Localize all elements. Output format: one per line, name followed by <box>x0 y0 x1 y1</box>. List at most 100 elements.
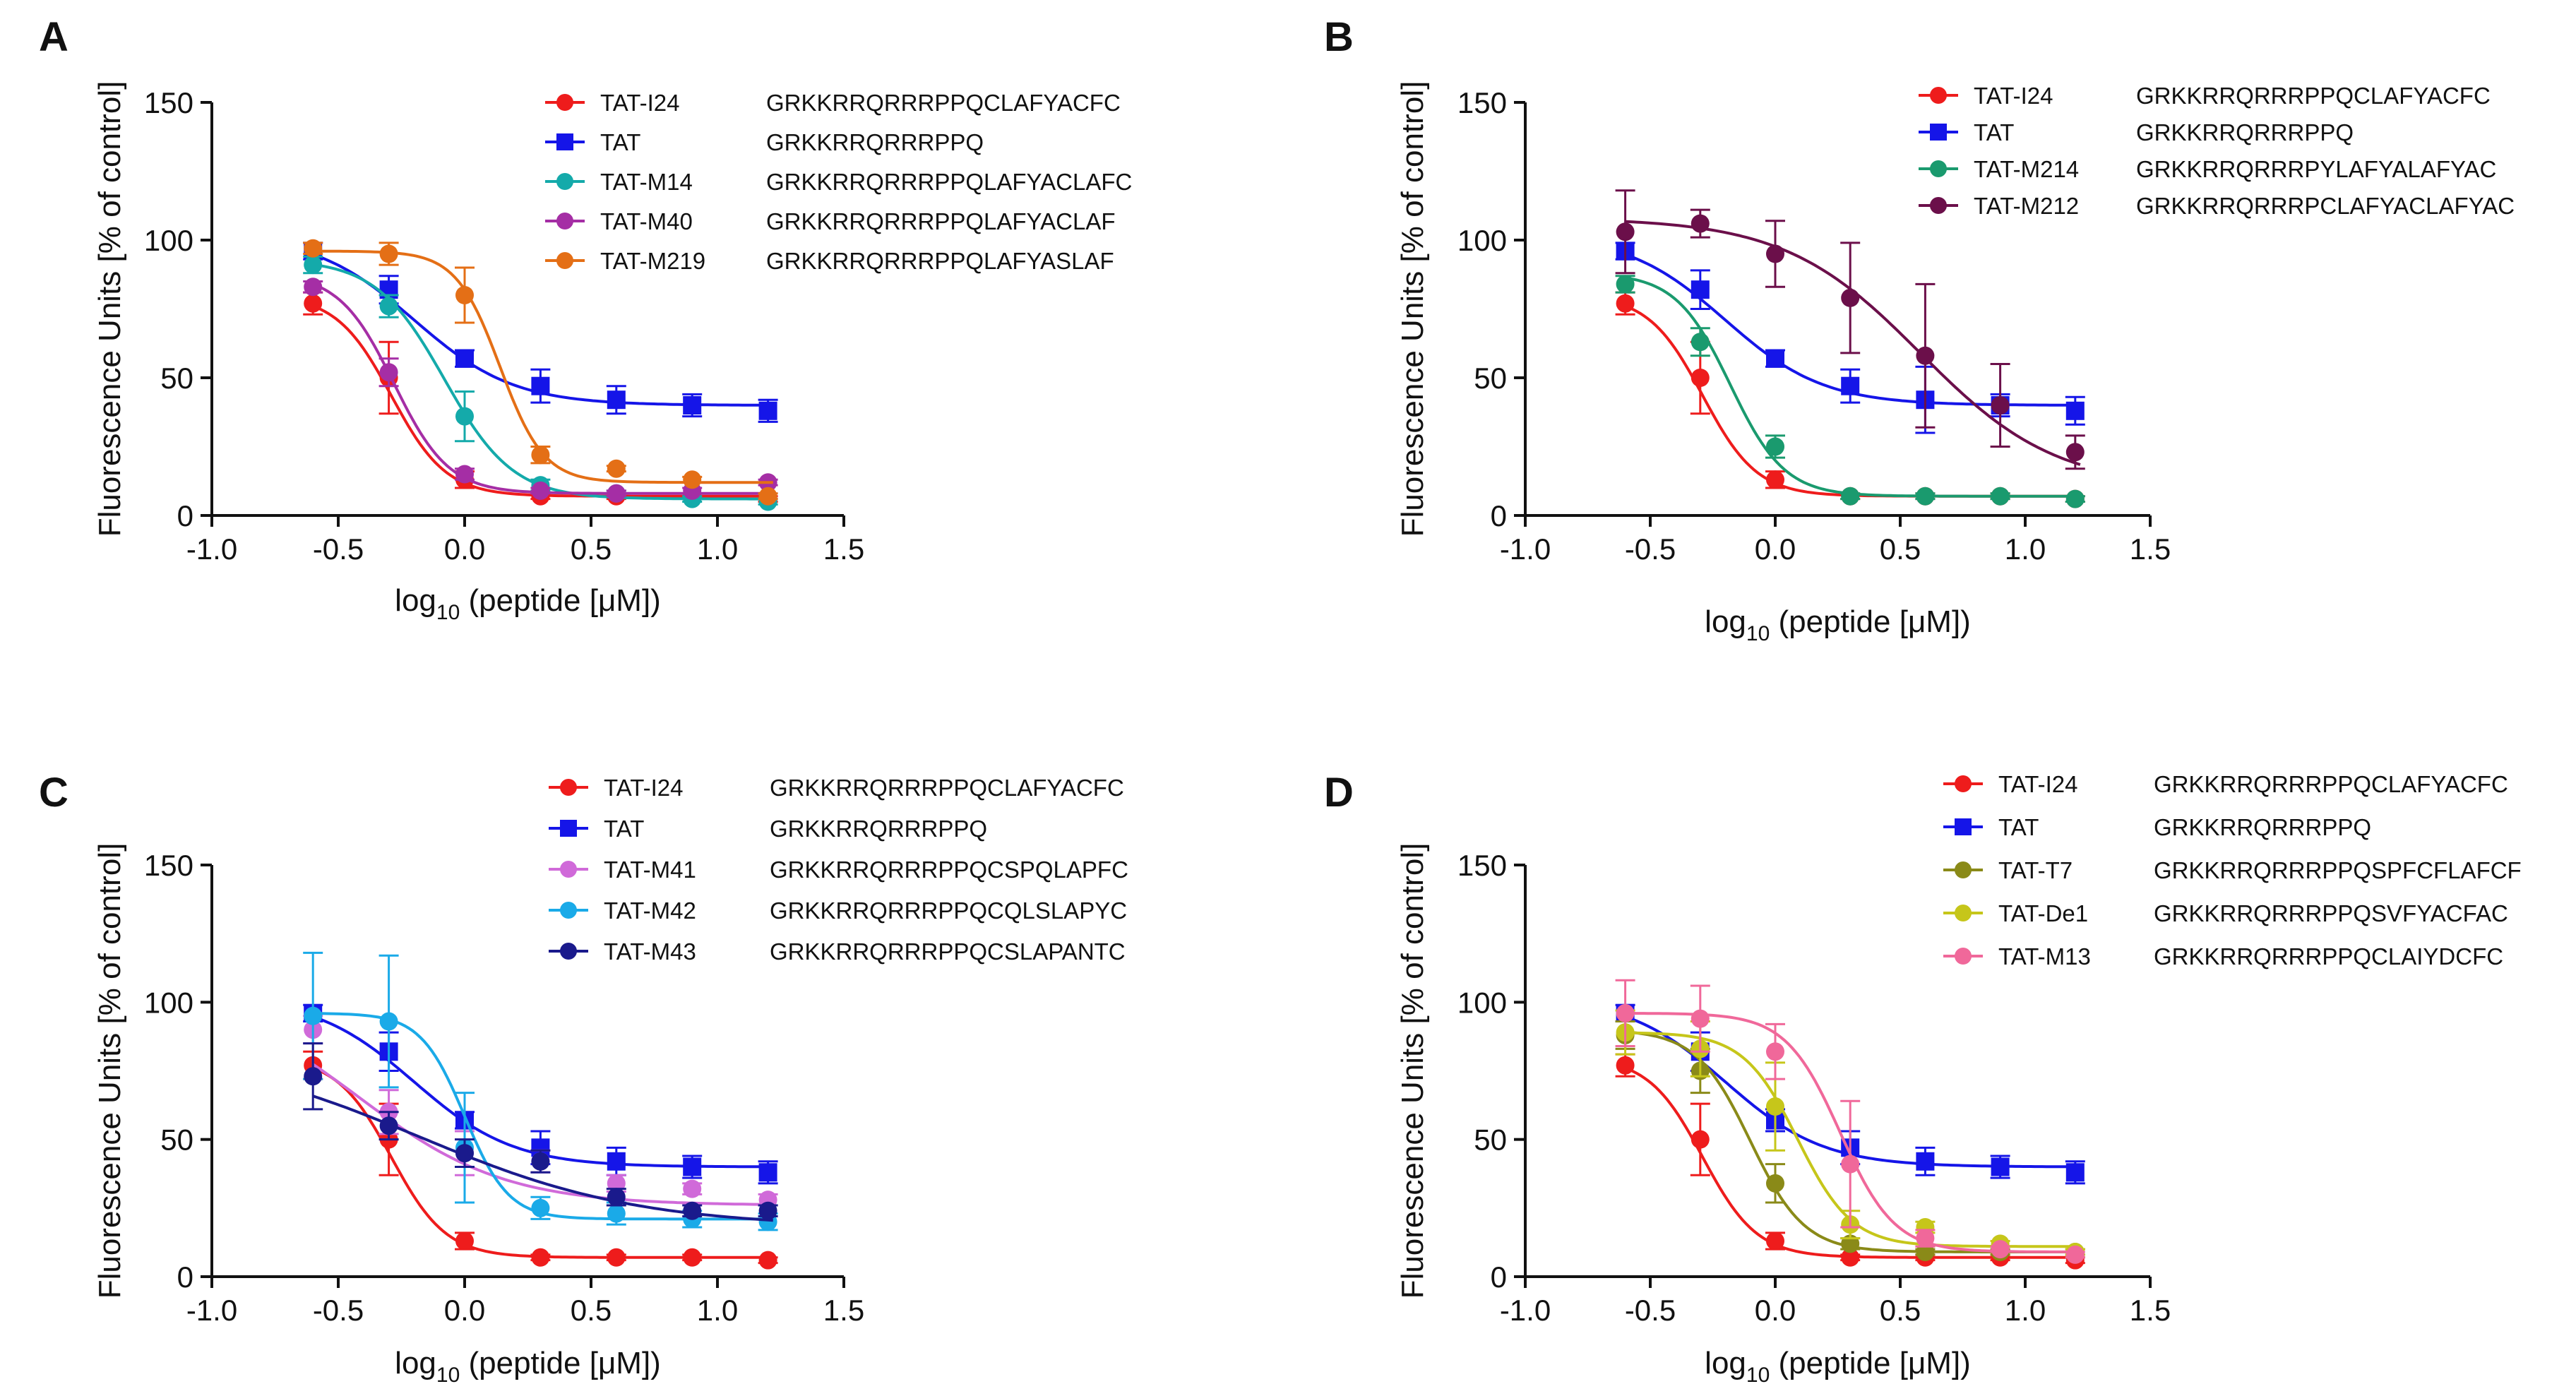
legend-label: TAT-M43 <box>604 938 696 965</box>
data-point <box>607 390 626 410</box>
x-tick-label: 1.5 <box>2130 1294 2171 1327</box>
y-tick-label: 100 <box>1457 224 1507 257</box>
data-point <box>1991 487 2010 506</box>
legend-marker <box>556 213 573 229</box>
data-point <box>1766 470 1784 489</box>
legend-marker <box>560 779 577 796</box>
data-point <box>304 1067 323 1086</box>
series-TAT-M214 <box>1615 275 2085 508</box>
x-tick-label: 0.5 <box>571 532 612 566</box>
x-axis-title: log10 (peptide [μM]) <box>395 1346 661 1387</box>
panel-letter: D <box>1324 770 1354 816</box>
legend-sequence: GRKKRRQRRRPPQCLAFYACFC <box>2154 771 2508 797</box>
x-tick-label: 0.5 <box>1880 532 1921 566</box>
series-TAT-M41 <box>303 1015 778 1210</box>
legend-label: TAT-T7 <box>1998 857 2073 883</box>
series-TAT-M43 <box>303 1042 778 1222</box>
y-tick-label: 150 <box>144 849 193 882</box>
data-point <box>455 1231 474 1251</box>
data-point <box>455 407 474 426</box>
series-TAT <box>303 241 778 423</box>
data-point <box>1916 346 1935 365</box>
data-point <box>1616 275 1635 294</box>
y-tick-label: 50 <box>1474 362 1507 395</box>
legend-marker <box>1955 775 1972 792</box>
legend-label: TAT-M42 <box>604 897 696 924</box>
data-point <box>304 256 323 275</box>
data-point <box>2065 1163 2085 1182</box>
series-TAT-M13 <box>1615 979 2085 1264</box>
x-tick-label: -0.5 <box>313 1294 364 1327</box>
data-point <box>607 459 626 478</box>
data-point <box>1616 1003 1635 1022</box>
y-tick-label: 150 <box>144 86 193 119</box>
data-point <box>1766 1231 1784 1251</box>
y-axis-title: Fluorescence Units [% of control] <box>1395 843 1430 1299</box>
legend-label: TAT-M13 <box>1998 943 2091 970</box>
y-tick-label: 50 <box>160 362 193 395</box>
legend-sequence: GRKKRRQRRRPPQCQLSLAPYC <box>770 897 1127 924</box>
data-point <box>455 465 474 484</box>
legend-marker <box>1955 861 1972 878</box>
data-point <box>455 1144 474 1163</box>
legend-sequence: GRKKRRQRRRPPQ <box>2136 119 2354 145</box>
data-point <box>607 1152 626 1171</box>
data-point <box>1616 294 1635 313</box>
legend-label: TAT-I24 <box>600 90 679 116</box>
data-point <box>607 1248 626 1267</box>
x-tick-label: 1.5 <box>823 532 864 566</box>
y-axis-title: Fluorescence Units [% of control] <box>1395 81 1430 537</box>
legend-marker <box>556 252 573 269</box>
legend-item: TAT GRKKRRQRRRPPQ <box>1919 119 2354 145</box>
panel-A: A 0 50 100 150 -1.0 -0.5 0.0 0.5 1.0 1.5 Fluorescen… <box>39 14 1132 624</box>
legend-sequence: GRKKRRQRRRPPQ <box>2154 814 2371 840</box>
legend-marker <box>1955 818 1972 835</box>
fit-curve <box>1624 304 2080 498</box>
x-axis-title: log10 (peptide [μM]) <box>395 583 661 624</box>
x-tick-label: 1.5 <box>2130 532 2171 566</box>
legend-label: TAT-I24 <box>1974 83 2053 109</box>
legend-sequence: GRKKRRQRRRPPQ <box>770 816 987 842</box>
x-tick-label: -1.0 <box>1500 532 1551 566</box>
y-tick-label: 100 <box>144 224 193 257</box>
x-tick-label: -1.0 <box>186 532 237 566</box>
data-point <box>1991 396 2010 414</box>
panel-letter: C <box>39 770 68 816</box>
data-point <box>683 1157 702 1176</box>
legend-sequence: GRKKRRQRRRPPQSVFYACFAC <box>2154 900 2508 926</box>
y-tick-label: 100 <box>1457 986 1507 1019</box>
legend-item: TAT-M14 GRKKRRQRRRPPQLAFYACLAFC <box>545 169 1132 195</box>
legend-item: TAT-M212 GRKKRRQRRRPCLAFYACLAFYAC <box>1919 193 2515 219</box>
x-tick-label: 1.0 <box>2005 1294 2046 1327</box>
data-point <box>1766 1174 1784 1193</box>
data-point <box>683 1179 702 1198</box>
legend-marker <box>1955 905 1972 921</box>
x-axis-title: log10 (peptide [μM]) <box>1705 1346 1971 1387</box>
data-point <box>304 1006 323 1025</box>
x-tick-label: 0.0 <box>1755 1294 1796 1327</box>
legend-item: TAT-T7 GRKKRRQRRRPPQSPFCFLAFCF <box>1943 857 2522 883</box>
legend-marker <box>560 820 577 837</box>
legend-marker <box>1930 124 1947 141</box>
legend-label: TAT-I24 <box>604 775 683 801</box>
legend-sequence: GRKKRRQRRRPPQLAFYACLAF <box>766 208 1115 234</box>
legend-marker <box>1930 197 1947 214</box>
series-TAT-M212 <box>1615 189 2085 470</box>
data-point <box>304 278 323 297</box>
data-point <box>607 484 626 503</box>
data-point <box>1916 1229 1935 1248</box>
legend-marker <box>556 133 573 150</box>
fit-curve <box>312 304 773 498</box>
data-point <box>758 1201 777 1220</box>
data-point <box>2065 401 2085 420</box>
legend-marker <box>560 943 577 960</box>
legend-item: TAT GRKKRRQRRRPPQ <box>549 816 987 842</box>
legend-sequence: GRKKRRQRRRPPQCLAFYACFC <box>770 775 1124 801</box>
series-TAT-M219 <box>303 239 778 506</box>
legend-marker <box>560 861 577 878</box>
data-point <box>1690 280 1710 299</box>
data-point <box>1690 214 1710 233</box>
data-point <box>304 294 323 313</box>
data-point <box>1991 1157 2010 1176</box>
legend-marker <box>556 94 573 111</box>
